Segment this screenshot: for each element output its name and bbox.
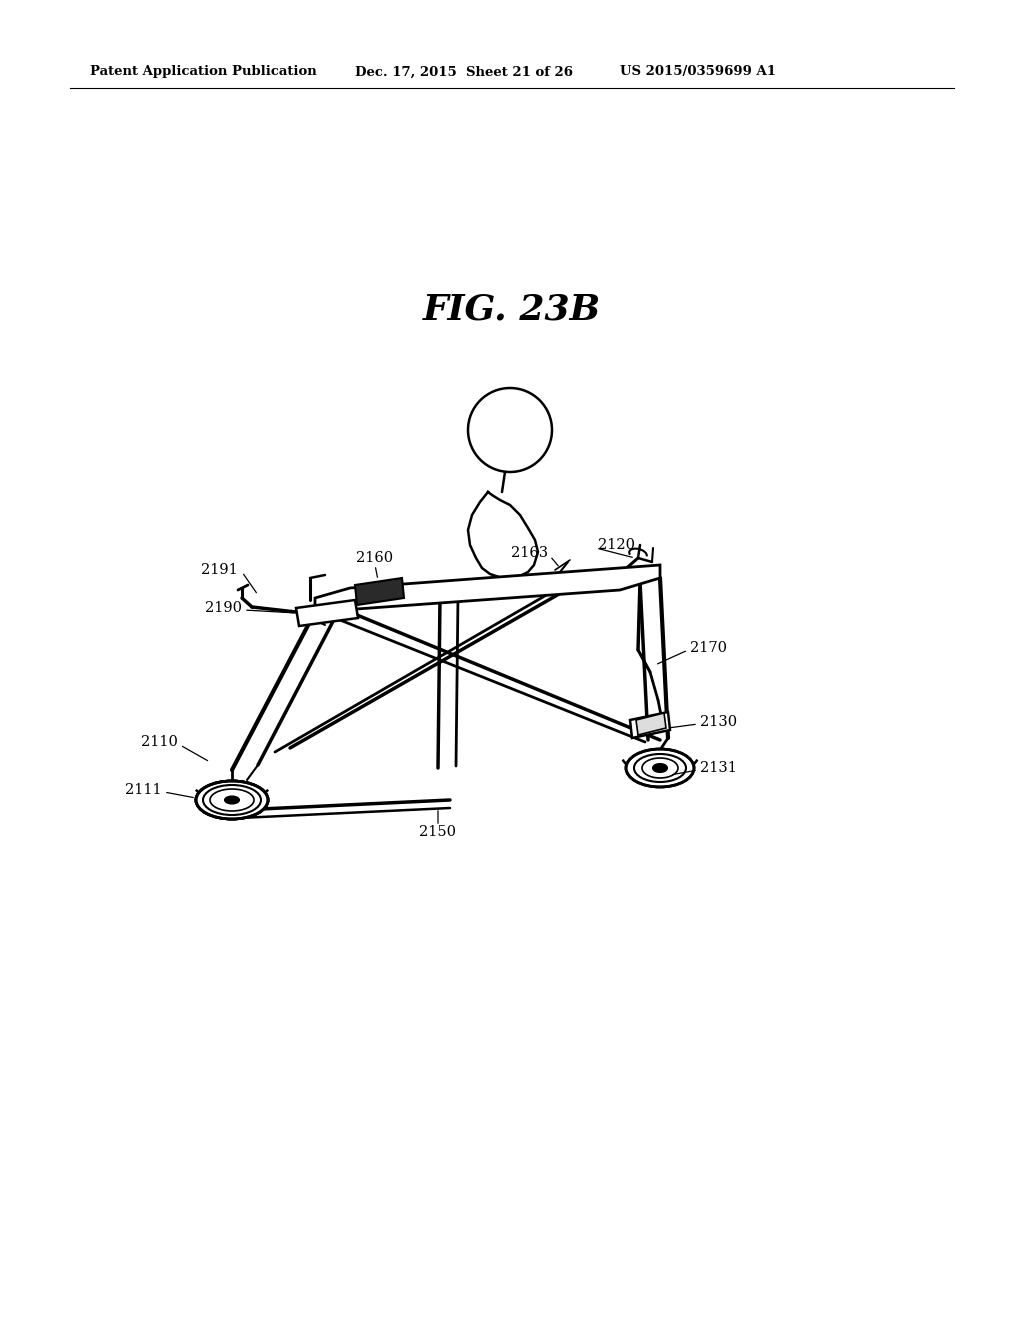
- Ellipse shape: [626, 748, 694, 787]
- Ellipse shape: [225, 796, 239, 804]
- Text: 2120: 2120: [598, 539, 635, 552]
- Ellipse shape: [653, 764, 667, 772]
- Text: 2150: 2150: [420, 825, 457, 840]
- Text: 2160: 2160: [356, 550, 393, 565]
- Text: US 2015/0359699 A1: US 2015/0359699 A1: [620, 66, 776, 78]
- Ellipse shape: [225, 796, 239, 804]
- Ellipse shape: [196, 781, 268, 818]
- Text: 2131: 2131: [700, 762, 737, 775]
- Polygon shape: [296, 601, 358, 626]
- Text: 2110: 2110: [141, 735, 178, 748]
- Polygon shape: [355, 578, 404, 605]
- Polygon shape: [315, 565, 660, 612]
- Text: 2111: 2111: [125, 783, 162, 797]
- Ellipse shape: [196, 781, 268, 818]
- Text: Patent Application Publication: Patent Application Publication: [90, 66, 316, 78]
- Text: Dec. 17, 2015  Sheet 21 of 26: Dec. 17, 2015 Sheet 21 of 26: [355, 66, 573, 78]
- Text: 2163: 2163: [511, 546, 548, 560]
- Text: 2191: 2191: [202, 564, 238, 577]
- Polygon shape: [630, 711, 670, 738]
- Text: 2190: 2190: [205, 601, 242, 615]
- Polygon shape: [636, 713, 666, 735]
- Text: FIG. 23B: FIG. 23B: [423, 293, 601, 327]
- Text: 2170: 2170: [690, 642, 727, 655]
- Text: 2130: 2130: [700, 715, 737, 729]
